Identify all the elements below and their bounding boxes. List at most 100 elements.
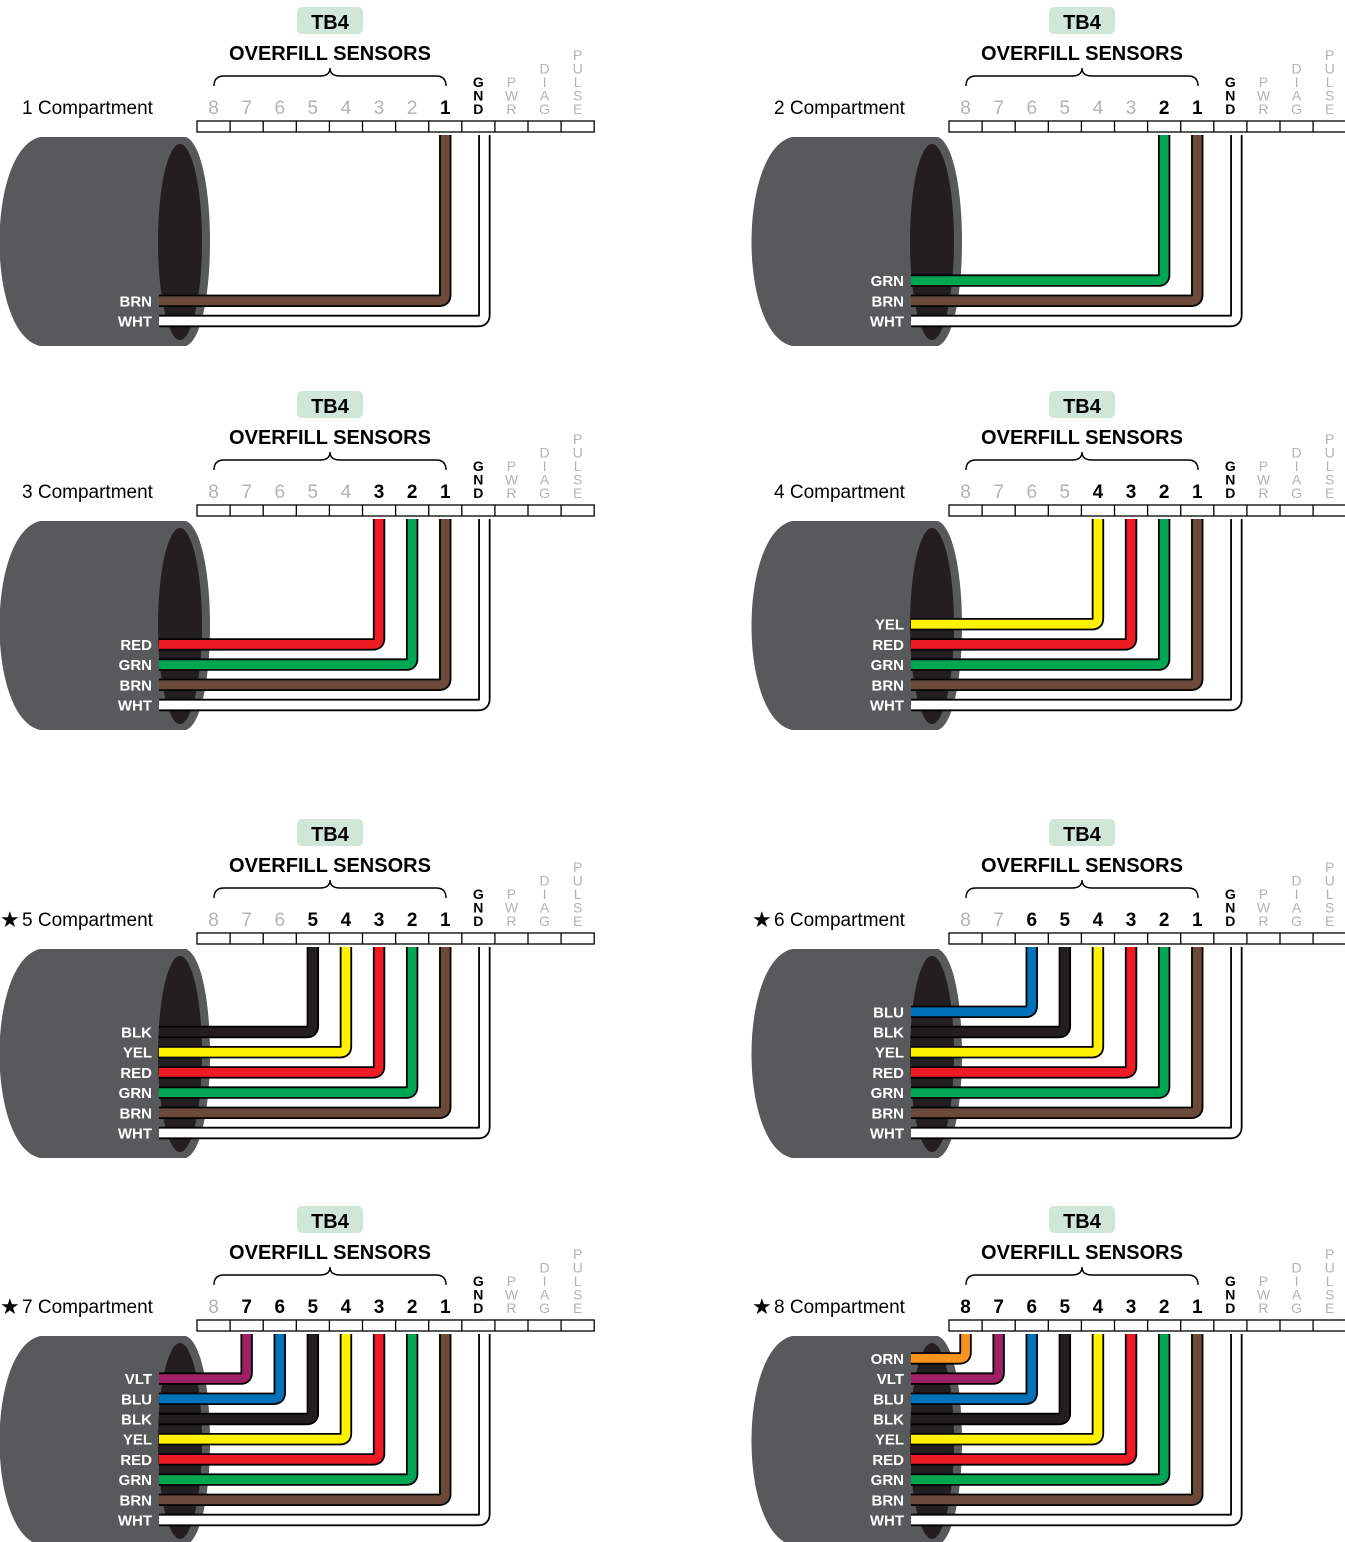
terminal-number: 7 <box>993 482 1004 503</box>
aux-terminal-letter: P <box>507 74 516 90</box>
wire-label: WHT <box>118 314 152 331</box>
terminal-number: 7 <box>993 1297 1004 1318</box>
terminal-number: 4 <box>341 98 352 119</box>
aux-terminal-letter: W <box>505 472 519 488</box>
aux-terminal-letter: D <box>1291 61 1301 77</box>
terminal-number: 3 <box>1126 482 1137 503</box>
sensors-brace <box>213 1266 447 1286</box>
aux-terminal-letter: P <box>1325 47 1334 63</box>
aux-terminal-letter: W <box>1257 1287 1271 1303</box>
wire-label: VLT <box>877 1371 904 1388</box>
aux-terminal-letter: U <box>573 873 583 889</box>
aux-terminal-letter: I <box>543 458 547 474</box>
aux-terminal-letter: P <box>1259 886 1268 902</box>
terminal-number: 1 <box>440 910 451 931</box>
terminal-number: 1 <box>1192 482 1203 503</box>
aux-terminal-letter: S <box>1325 1287 1334 1303</box>
aux-terminal-letter: N <box>1225 472 1235 488</box>
compartment-title: 7 Compartment <box>22 1297 154 1318</box>
aux-terminal-letter: U <box>573 445 583 461</box>
aux-terminal-letter: A <box>1292 472 1302 488</box>
aux-terminal-letter: L <box>1326 1273 1334 1289</box>
aux-terminal-letter: R <box>506 913 516 929</box>
terminal-number: 8 <box>208 98 219 119</box>
wire-label: YEL <box>123 1045 152 1062</box>
aux-terminal-letter: D <box>473 101 483 117</box>
aux-terminal-letter: D <box>539 445 549 461</box>
aux-terminal-letter: S <box>573 1287 582 1303</box>
aux-terminal-letter: D <box>1225 913 1235 929</box>
terminal-number: 3 <box>374 1297 385 1318</box>
aux-terminal-letter: G <box>1225 458 1236 474</box>
tb-label: TB4 <box>311 824 350 846</box>
sensors-brace <box>213 67 447 87</box>
wire-label: GRN <box>871 657 904 674</box>
aux-terminal-letter: U <box>1325 1260 1335 1276</box>
aux-terminal-letter: R <box>506 1300 516 1316</box>
terminal-number: 7 <box>241 482 252 503</box>
aux-terminal-letter: A <box>540 472 550 488</box>
wires <box>911 519 1243 712</box>
terminal-number: 6 <box>274 98 285 119</box>
terminal-number: 6 <box>1026 1297 1037 1318</box>
aux-terminal-letter: R <box>1258 1300 1268 1316</box>
terminal-number: 8 <box>960 482 971 503</box>
terminal-number: 3 <box>374 910 385 931</box>
aux-terminal-letter: N <box>473 88 483 104</box>
terminal-number: 3 <box>374 482 385 503</box>
aux-terminal-letter: N <box>473 1287 483 1303</box>
wire-label: RED <box>872 637 904 654</box>
compartment-panel: TB4 OVERFILL SENSORS ★ 7 Compartment 8 7 6 5 4 3 2… <box>0 1206 595 1542</box>
aux-terminal-letter: L <box>1326 458 1334 474</box>
compartment-title: 6 Compartment <box>774 910 906 931</box>
terminal-number: 5 <box>308 910 319 931</box>
aux-terminal-letter: G <box>473 886 484 902</box>
aux-terminal-letter: G <box>539 913 550 929</box>
aux-terminal-letter: G <box>473 458 484 474</box>
tb-label: TB4 <box>1063 824 1102 846</box>
aux-terminal-letter: D <box>539 873 549 889</box>
wires <box>159 1334 491 1527</box>
terminal-number: 8 <box>960 98 971 119</box>
aux-terminal-letter: D <box>1291 445 1301 461</box>
sensors-brace <box>965 67 1199 87</box>
wire-label: GRN <box>119 1472 152 1489</box>
tb-badge <box>1049 819 1115 846</box>
terminal-number: 8 <box>208 1297 219 1318</box>
wire-label: BRN <box>872 1492 905 1509</box>
aux-terminal-letter: G <box>1225 886 1236 902</box>
terminal-number: 7 <box>993 98 1004 119</box>
aux-terminal-letter: E <box>573 913 582 929</box>
aux-terminal-letter: D <box>539 61 549 77</box>
terminal-number: 8 <box>208 482 219 503</box>
wire-label: WHT <box>870 1126 904 1143</box>
asterisk-icon: ★ <box>752 1294 772 1319</box>
wire-label: WHT <box>870 1513 904 1530</box>
aux-terminal-letter: P <box>1325 1246 1334 1262</box>
aux-terminal-letter: G <box>473 1273 484 1289</box>
tb-badge <box>297 1206 363 1233</box>
wire-label: GRN <box>119 657 152 674</box>
aux-terminal-letter: G <box>539 1300 550 1316</box>
terminal-block <box>196 504 595 517</box>
asterisk-icon: ★ <box>0 907 20 932</box>
terminal-number: 3 <box>1126 1297 1137 1318</box>
aux-terminal-letter: N <box>473 900 483 916</box>
wire-label: BLK <box>873 1025 904 1042</box>
terminal-number: 4 <box>1093 910 1104 931</box>
compartment-title: 4 Compartment <box>774 482 906 503</box>
terminal-block <box>948 1319 1345 1332</box>
overfill-sensors-label: OVERFILL SENSORS <box>229 43 431 65</box>
wire-label: YEL <box>875 617 904 634</box>
wire-label: RED <box>120 637 152 654</box>
wire-label: YEL <box>123 1432 152 1449</box>
wire-label: VLT <box>125 1371 152 1388</box>
aux-terminal-letter: L <box>574 74 582 90</box>
terminal-number: 4 <box>1093 98 1104 119</box>
aux-terminal-letter: A <box>1292 88 1302 104</box>
aux-terminal-letter: P <box>1259 458 1268 474</box>
wire-label: BRN <box>120 677 153 694</box>
aux-terminal-letter: L <box>574 1273 582 1289</box>
terminal-block <box>196 1319 595 1332</box>
terminal-number: 2 <box>407 482 418 503</box>
